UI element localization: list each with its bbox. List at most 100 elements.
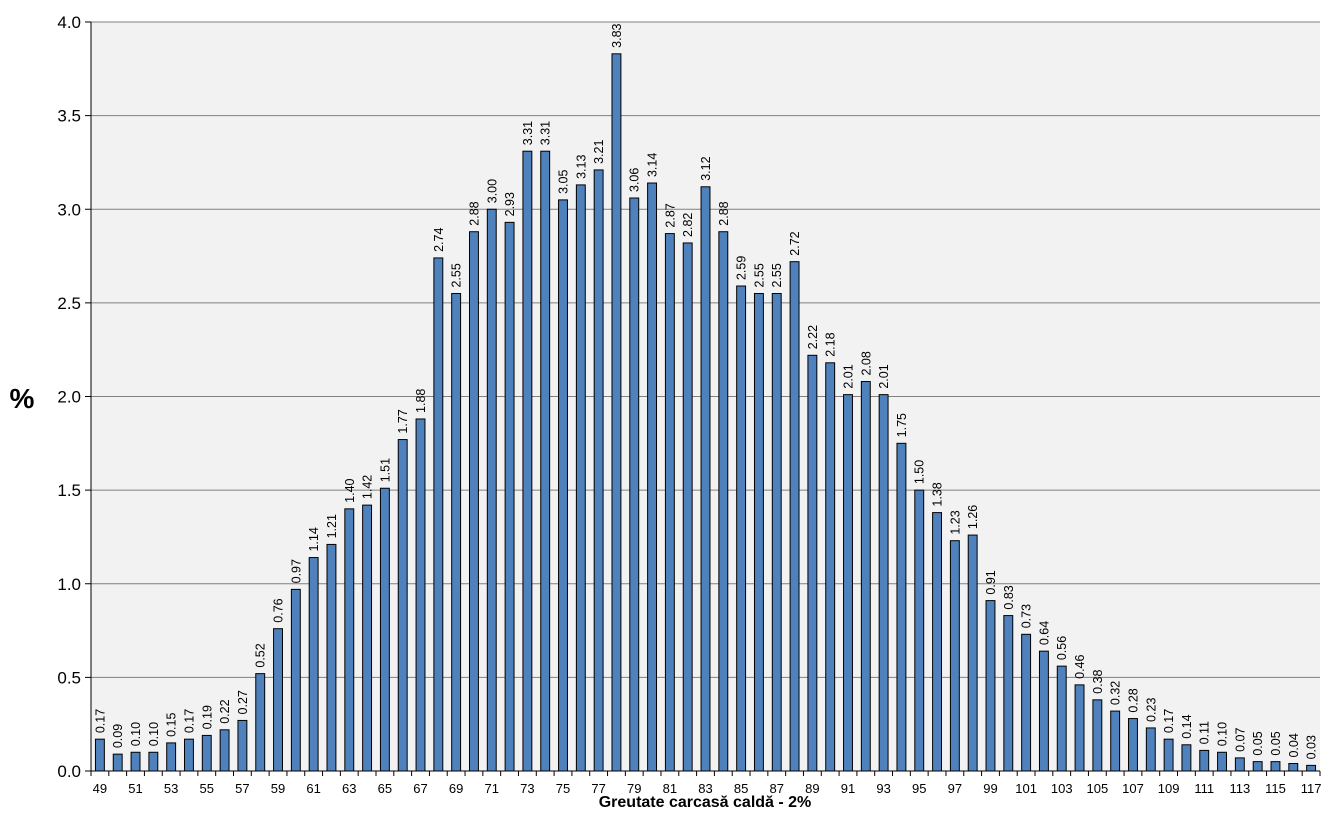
- bar: [1234, 757, 1245, 772]
- x-tick-label: 65: [378, 781, 392, 796]
- bar: [94, 738, 105, 772]
- bar-data-label: 0.91: [984, 570, 998, 594]
- y-tick-label: 3.5: [57, 107, 81, 126]
- x-tick-label: 91: [841, 781, 855, 796]
- bar-data-label: 0.04: [1287, 733, 1301, 757]
- bar-data-label: 2.01: [841, 364, 855, 388]
- bar-data-label: 0.17: [93, 709, 107, 733]
- x-tick-label: 97: [948, 781, 962, 796]
- x-tick-label: 67: [413, 781, 427, 796]
- bar: [1270, 761, 1281, 772]
- bar-data-label: 0.09: [111, 724, 125, 748]
- bar-data-label: 0.76: [272, 598, 286, 622]
- bar: [558, 199, 568, 772]
- bar: [932, 512, 943, 772]
- bar-data-label: 2.88: [717, 201, 731, 225]
- x-tick-label: 79: [627, 781, 641, 796]
- x-tick-label: 101: [1015, 781, 1037, 796]
- x-tick-label: 93: [876, 781, 890, 796]
- bar-data-label: 1.50: [913, 460, 927, 484]
- y-tick-label: 1.5: [57, 481, 81, 500]
- bar-data-label: 2.01: [877, 364, 891, 388]
- x-tick-label: 115: [1265, 781, 1286, 796]
- bar: [201, 734, 212, 772]
- x-tick-label: 69: [449, 781, 463, 796]
- y-tick-label: 2.0: [57, 388, 81, 407]
- y-tick-label: 4.0: [57, 13, 81, 32]
- bar-data-label: 1.77: [396, 409, 410, 433]
- bar-data-label: 0.56: [1055, 636, 1069, 660]
- bar-data-label: 1.51: [378, 458, 392, 482]
- bar-data-label: 0.17: [182, 709, 196, 733]
- x-tick-label: 99: [983, 781, 997, 796]
- bar: [184, 738, 194, 772]
- bar: [807, 354, 818, 772]
- y-tick-label: 3.0: [57, 200, 81, 219]
- bar-data-label: 3.05: [557, 170, 571, 194]
- x-tick-label: 63: [342, 781, 356, 796]
- bar-data-label: 0.38: [1091, 669, 1105, 693]
- bar-data-label: 0.07: [1233, 728, 1247, 752]
- y-tick-label: 0.5: [57, 668, 81, 687]
- bar: [273, 628, 283, 772]
- bar-data-label: 3.12: [699, 156, 713, 180]
- x-tick-label: 103: [1051, 781, 1073, 796]
- x-tick-label: 111: [1194, 781, 1214, 796]
- bar: [1199, 749, 1210, 772]
- bar: [1306, 764, 1317, 772]
- y-tick-label: 1.0: [57, 575, 81, 594]
- bar: [1021, 633, 1032, 772]
- bar-data-label: 1.21: [325, 514, 339, 538]
- bar: [736, 285, 747, 772]
- bar-data-label: 0.64: [1037, 621, 1051, 645]
- bar: [1056, 665, 1067, 772]
- bar: [1038, 650, 1049, 772]
- bar-data-label: 0.10: [1216, 722, 1230, 746]
- bar-data-label: 1.26: [966, 505, 980, 529]
- bar-data-label: 2.74: [432, 228, 446, 252]
- bar-data-label: 1.38: [931, 482, 945, 506]
- bar: [700, 186, 711, 772]
- bar: [1288, 763, 1299, 772]
- bar: [130, 751, 141, 772]
- bar: [753, 293, 764, 772]
- bar: [326, 543, 337, 772]
- bar-data-label: 0.19: [200, 705, 214, 729]
- bar: [682, 242, 693, 772]
- x-tick-label: 57: [235, 781, 249, 796]
- bar: [985, 600, 996, 772]
- x-tick-label: 107: [1122, 781, 1144, 796]
- bar-data-label: 0.22: [218, 699, 232, 723]
- bar-data-label: 0.23: [1144, 698, 1158, 722]
- bar: [486, 208, 497, 772]
- bar: [522, 150, 533, 772]
- bar: [860, 381, 871, 772]
- x-tick-label: 77: [591, 781, 605, 796]
- bar: [1163, 738, 1174, 772]
- bar-data-label: 2.87: [663, 203, 677, 227]
- bar: [540, 150, 551, 772]
- bar-data-label: 0.27: [236, 690, 250, 714]
- bar: [219, 729, 230, 772]
- bar-data-label: 0.28: [1126, 688, 1140, 712]
- bar-data-label: 2.88: [467, 201, 481, 225]
- bar: [1181, 744, 1192, 772]
- bar: [611, 53, 622, 772]
- x-tick-label: 49: [93, 781, 107, 796]
- bar-data-label: 1.23: [948, 510, 962, 534]
- bar: [1074, 684, 1085, 772]
- data-labels-group: 0.170.09 0.10 0.10 0.15 0.17 0.19 0.22 0.270.52…: [93, 23, 1318, 759]
- bar: [896, 442, 907, 772]
- bar-data-label: 3.13: [574, 155, 588, 179]
- x-tick-label: 85: [734, 781, 748, 796]
- bar: [504, 221, 515, 772]
- bar-data-label: 3.31: [521, 121, 535, 145]
- bar-data-label: 1.88: [414, 389, 428, 413]
- bar: [148, 751, 159, 772]
- x-tick-label: 109: [1158, 781, 1180, 796]
- y-axis-title: %: [10, 383, 35, 414]
- x-tick-label: 113: [1229, 781, 1250, 796]
- bar-data-label: 2.18: [824, 332, 838, 356]
- x-tick-label: 105: [1087, 781, 1109, 796]
